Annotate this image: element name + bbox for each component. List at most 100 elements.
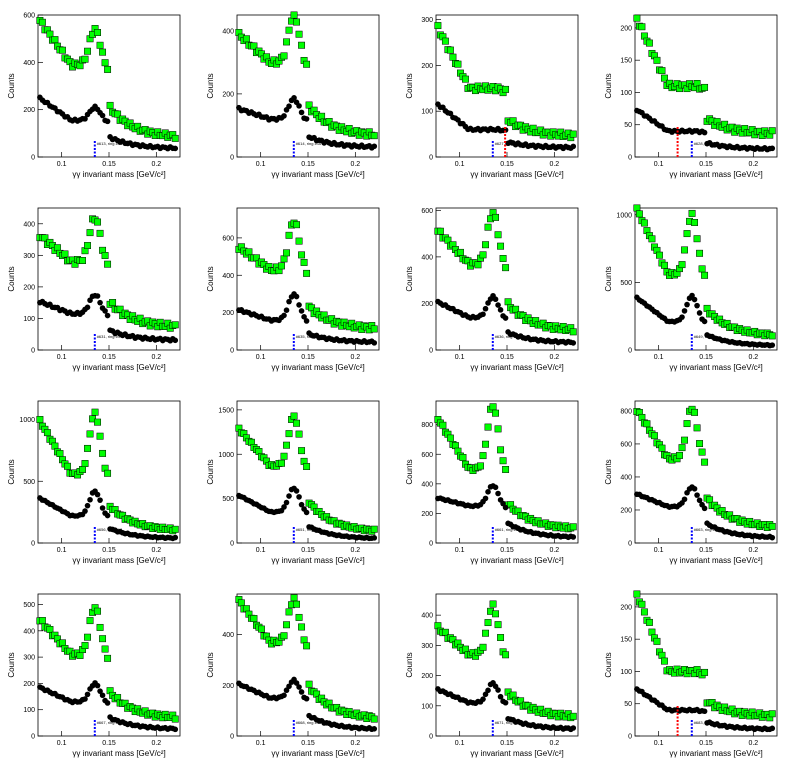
signal-point bbox=[492, 610, 500, 618]
x-axis-title: γγ invariant mass [GeV/c²] bbox=[470, 556, 563, 565]
background-point bbox=[104, 700, 111, 706]
x-tick-label: 0.15 bbox=[500, 161, 514, 168]
x-tick-label: 0.15 bbox=[500, 354, 514, 361]
x-tick-label: 0.15 bbox=[102, 354, 116, 361]
signal-point bbox=[101, 59, 109, 67]
y-tick-label: 500 bbox=[620, 280, 632, 287]
y-tick-label: 0 bbox=[31, 541, 35, 548]
peak-label: #628, ring #18 bbox=[694, 141, 720, 146]
x-tick-label: 0.1 bbox=[455, 547, 465, 554]
signal-point bbox=[484, 619, 492, 627]
y-tick-label: 400 bbox=[421, 613, 433, 620]
signal-point bbox=[41, 234, 49, 242]
y-tick-label: 200 bbox=[620, 604, 632, 611]
background-point bbox=[87, 496, 93, 503]
x-tick-label: 0.1 bbox=[654, 547, 664, 554]
plot-frame bbox=[236, 400, 380, 544]
y-axis-title: Counts bbox=[604, 73, 613, 98]
background-point bbox=[480, 311, 486, 318]
y-axis-title: Counts bbox=[604, 652, 613, 677]
signal-point bbox=[99, 635, 107, 643]
y-axis-title: Counts bbox=[405, 459, 414, 484]
background-point bbox=[570, 340, 577, 346]
y-tick-label: 0 bbox=[628, 541, 632, 548]
background-point bbox=[303, 509, 310, 516]
signal-point bbox=[94, 418, 102, 426]
y-tick-label: 500 bbox=[23, 602, 35, 609]
y-tick-label: 150 bbox=[620, 637, 632, 644]
background-point bbox=[104, 312, 111, 319]
x-tick-label: 0.2 bbox=[350, 161, 360, 168]
signal-point bbox=[492, 213, 500, 221]
panel-16: 0 50 100 150 200 0.1 0.15 0.2 γγ invariant mass … bbox=[597, 579, 796, 772]
y-axis-title: Counts bbox=[7, 652, 16, 677]
signal-point bbox=[489, 403, 497, 411]
background-point bbox=[497, 693, 504, 700]
y-tick-label: 300 bbox=[421, 17, 433, 24]
y-tick-label: 600 bbox=[620, 441, 632, 448]
signal-point bbox=[484, 423, 492, 431]
signal-point bbox=[658, 651, 666, 659]
background-point bbox=[684, 301, 690, 308]
x-tick-label: 0.2 bbox=[151, 547, 161, 554]
y-tick-label: 200 bbox=[23, 284, 35, 291]
panel-5: 0 100 200 300 400 0.1 0.15 0.2 γγ invariant mass… bbox=[0, 193, 199, 386]
background-point bbox=[281, 692, 287, 699]
y-tick-label: 400 bbox=[23, 628, 35, 635]
signal-point bbox=[99, 48, 107, 56]
signal-point bbox=[250, 615, 258, 622]
y-tick-label: 0 bbox=[230, 348, 234, 355]
background-point bbox=[371, 725, 378, 732]
x-axis-title: γγ invariant mass [GeV/c²] bbox=[72, 363, 165, 372]
background-point bbox=[94, 491, 101, 498]
x-tick-label: 0.2 bbox=[549, 161, 559, 168]
y-tick-label: 100 bbox=[421, 703, 433, 710]
signal-point bbox=[497, 242, 505, 250]
background-point bbox=[495, 687, 501, 693]
background-point bbox=[689, 292, 695, 299]
y-tick-label: 100 bbox=[421, 109, 433, 116]
signal-point bbox=[38, 18, 46, 26]
background-point bbox=[301, 314, 307, 320]
x-tick-label: 0.2 bbox=[350, 354, 360, 361]
x-tick-label: 0.2 bbox=[748, 547, 758, 554]
background-point bbox=[172, 337, 179, 344]
background-point bbox=[482, 305, 489, 312]
x-tick-label: 0.15 bbox=[301, 354, 315, 361]
background-point bbox=[99, 505, 106, 511]
x-tick-label: 0.15 bbox=[699, 547, 713, 554]
signal-point bbox=[693, 235, 701, 243]
signal-point bbox=[446, 434, 454, 442]
background-point bbox=[104, 512, 111, 519]
y-tick-label: 800 bbox=[620, 408, 632, 415]
y-tick-label: 600 bbox=[222, 235, 234, 242]
panel-4: 0 50 100 150 200 0.1 0.15 0.2 γγ invariant mass … bbox=[597, 0, 796, 193]
y-tick-label: 200 bbox=[222, 683, 234, 690]
signal-point bbox=[171, 321, 179, 329]
signal-point bbox=[280, 452, 288, 460]
plot-svg: 0 200 400 0.1 0.15 0.2 γγ invariant mass [GeV/… bbox=[206, 11, 380, 179]
background-point bbox=[485, 489, 491, 495]
signal-point bbox=[300, 636, 308, 644]
x-tick-label: 0.2 bbox=[549, 740, 559, 747]
peak-label: #631, ring #14 bbox=[97, 334, 123, 339]
signal-point bbox=[484, 223, 492, 231]
peak-label: #649, ring #9 bbox=[694, 334, 718, 339]
signal-point bbox=[283, 38, 290, 46]
x-tick-label: 0.2 bbox=[350, 547, 360, 554]
signal-point bbox=[683, 420, 691, 428]
signal-point bbox=[258, 625, 265, 633]
signal-point bbox=[656, 251, 663, 259]
plot-svg: 0 200 400 600 0.1 0.15 0.2 γγ invariant mass [G… bbox=[405, 207, 579, 372]
background-point bbox=[293, 293, 300, 300]
signal-point bbox=[245, 248, 253, 256]
x-tick-label: 0.1 bbox=[57, 354, 67, 361]
peak-label: #668, ring #13 bbox=[296, 720, 322, 725]
signal-point bbox=[658, 67, 666, 75]
y-tick-label: 0 bbox=[429, 541, 433, 548]
y-tick-label: 800 bbox=[421, 422, 433, 429]
signal-point bbox=[38, 617, 46, 624]
x-tick-label: 0.1 bbox=[57, 161, 67, 168]
signal-point bbox=[295, 30, 303, 38]
